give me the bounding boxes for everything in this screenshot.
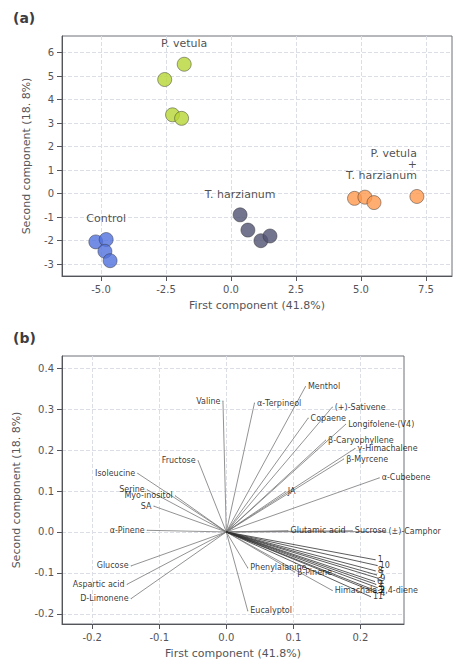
- svg-text:T. harzianum: T. harzianum: [204, 188, 276, 201]
- svg-text:α-Pinene: α-Pinene: [110, 526, 145, 535]
- svg-text:7.5: 7.5: [418, 284, 434, 295]
- svg-text:Fructose: Fructose: [162, 456, 196, 465]
- svg-text:T. harzianum: T. harzianum: [345, 169, 417, 182]
- svg-text:0.2: 0.2: [352, 632, 368, 643]
- svg-text:Himachala-2,4-diene: Himachala-2,4-diene: [334, 585, 418, 595]
- svg-text:0.2: 0.2: [38, 445, 54, 456]
- svg-text:Phenylalanine: Phenylalanine: [250, 563, 307, 573]
- svg-text:0.0: 0.0: [223, 284, 239, 295]
- svg-text:(+)-Sativene: (+)-Sativene: [335, 403, 386, 412]
- svg-text:Menthol: Menthol: [308, 382, 340, 391]
- svg-text:Aspartic acid: Aspartic acid: [73, 580, 125, 589]
- svg-text:-0.1: -0.1: [149, 632, 169, 643]
- svg-text:α-Terpineol: α-Terpineol: [257, 399, 301, 408]
- svg-text:Serine: Serine: [119, 485, 145, 495]
- svg-text:-2: -2: [44, 235, 54, 246]
- svg-text:(±)-Camphor: (±)-Camphor: [388, 527, 441, 536]
- svg-text:Glucose: Glucose: [97, 561, 129, 570]
- svg-text:SA: SA: [141, 502, 152, 511]
- svg-text:Second component (18. 8%): Second component (18. 8%): [20, 78, 33, 235]
- svg-text:Second component (18. 8%): Second component (18. 8%): [10, 412, 23, 569]
- svg-text:4: 4: [380, 589, 385, 598]
- svg-text:Isoleucine: Isoleucine: [95, 469, 135, 478]
- svg-text:-0.1: -0.1: [34, 567, 54, 578]
- svg-text:-2.5: -2.5: [156, 284, 176, 295]
- svg-text:First component (41.8%): First component (41.8%): [165, 647, 301, 660]
- svg-text:1: 1: [377, 555, 383, 565]
- svg-text:0.1: 0.1: [285, 632, 301, 643]
- svg-text:9: 9: [380, 573, 386, 583]
- svg-text:Sucrose: Sucrose: [355, 526, 387, 535]
- svg-text:Copaene: Copaene: [311, 414, 346, 423]
- svg-text:3: 3: [48, 118, 54, 129]
- svg-text:P. vetula: P. vetula: [370, 147, 417, 161]
- svg-text:0.0: 0.0: [218, 632, 234, 643]
- svg-text:Valine: Valine: [196, 397, 220, 406]
- svg-text:β-Caryophyllene: β-Caryophyllene: [328, 435, 394, 445]
- svg-text:4: 4: [48, 94, 54, 105]
- svg-text:β-Myrcene: β-Myrcene: [346, 455, 388, 464]
- svg-text:D-Limonene: D-Limonene: [80, 594, 128, 603]
- svg-text:(b): (b): [13, 330, 36, 346]
- svg-text:1: 1: [48, 165, 54, 176]
- svg-text:6: 6: [48, 47, 54, 58]
- svg-text:JA: JA: [287, 487, 296, 496]
- svg-text:Glutamic acid: Glutamic acid: [290, 526, 345, 535]
- svg-text:β-Pinene: β-Pinene: [297, 568, 332, 577]
- svg-text:0.1: 0.1: [38, 486, 54, 497]
- svg-text:0.3: 0.3: [38, 404, 54, 415]
- svg-text:Control: Control: [86, 212, 126, 225]
- svg-text:11: 11: [373, 592, 384, 602]
- svg-text:10: 10: [379, 561, 390, 570]
- svg-text:0: 0: [48, 188, 54, 199]
- svg-text:2.5: 2.5: [288, 284, 304, 295]
- svg-text:0.0: 0.0: [38, 526, 54, 537]
- svg-text:First component (41.8%): First component (41.8%): [189, 299, 325, 312]
- svg-text:-5.0: -5.0: [91, 284, 111, 295]
- svg-text:-0.2: -0.2: [34, 608, 54, 619]
- svg-text:α-Cubebene: α-Cubebene: [382, 473, 431, 482]
- svg-text:Myo-inositol: Myo-inositol: [124, 491, 172, 500]
- svg-text:P. vetula: P. vetula: [161, 37, 207, 50]
- svg-text:Eucalyptol: Eucalyptol: [250, 606, 292, 615]
- svg-text:(a): (a): [13, 10, 35, 26]
- svg-text:γ-Himachalene: γ-Himachalene: [358, 444, 418, 453]
- svg-text:5: 5: [48, 71, 54, 82]
- svg-text:-1: -1: [44, 212, 54, 223]
- svg-text:Longifolene-(V4): Longifolene-(V4): [348, 420, 414, 429]
- svg-text:5.0: 5.0: [353, 284, 369, 295]
- svg-text:2: 2: [48, 141, 54, 152]
- svg-text:0.4: 0.4: [38, 363, 54, 374]
- svg-text:-0.2: -0.2: [82, 632, 102, 643]
- svg-text:-3: -3: [44, 259, 54, 270]
